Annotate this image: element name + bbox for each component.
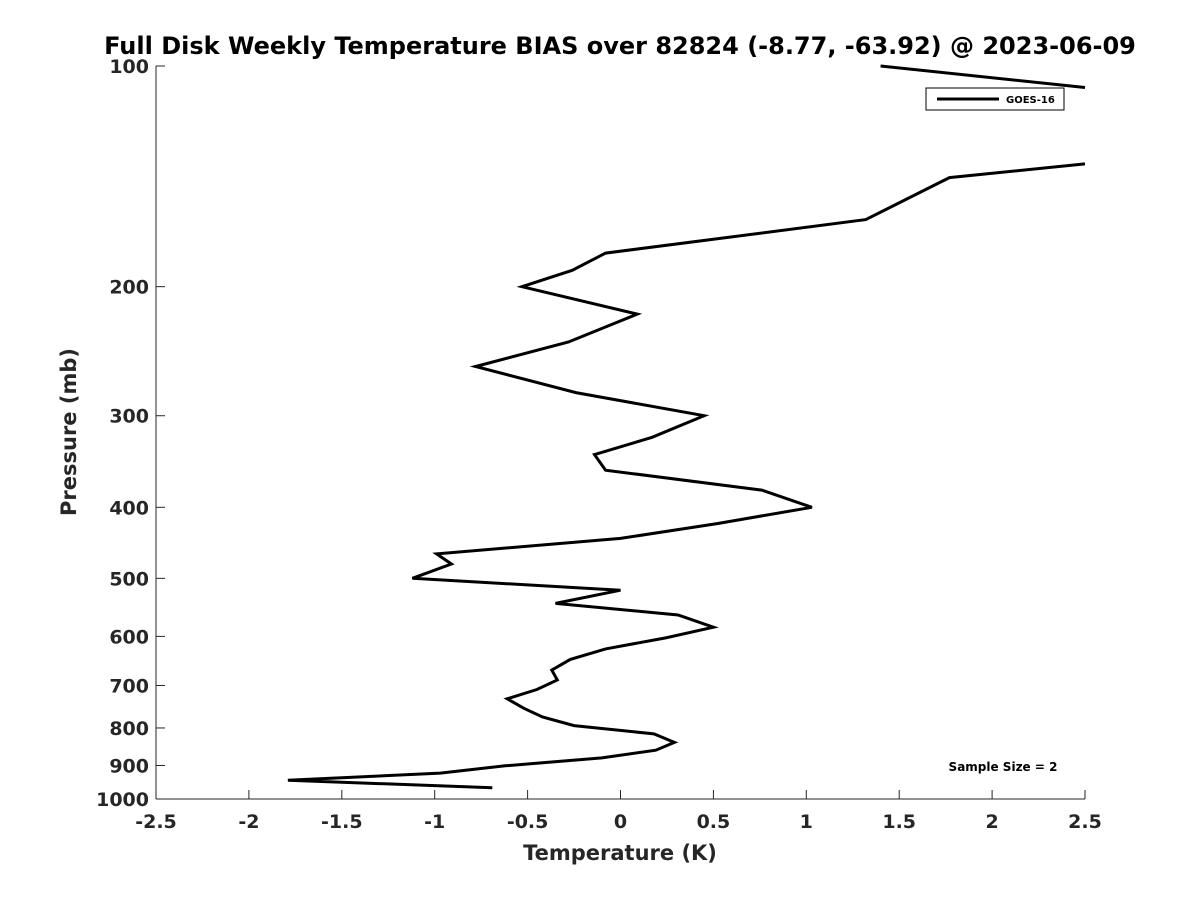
y-tick-label: 600 xyxy=(109,626,149,648)
series-line-goes-16 xyxy=(287,162,1086,790)
y-tick-label: 200 xyxy=(109,277,149,299)
x-tick-label: 0.5 xyxy=(697,811,731,833)
x-tick-label: -2.5 xyxy=(135,811,177,833)
plot-area xyxy=(287,64,1086,790)
x-tick-label: 0 xyxy=(614,811,627,833)
x-tick-label: 1 xyxy=(800,811,813,833)
x-tick-label: -1 xyxy=(424,811,445,833)
series-line-goes-16 xyxy=(880,64,1086,89)
x-tick-label: -0.5 xyxy=(507,811,549,833)
chart-title: Full Disk Weekly Temperature BIAS over 8… xyxy=(104,32,1136,60)
y-tick-label: 400 xyxy=(109,497,149,519)
x-tick-label: 2.5 xyxy=(1068,811,1102,833)
legend: GOES-16 xyxy=(925,87,1065,111)
legend-label-goes-16: GOES-16 xyxy=(1006,95,1055,106)
x-axis-label: Temperature (K) xyxy=(523,841,717,865)
y-axis-ticks: 100 200 300 400 500 600 700 800 900 1000 xyxy=(96,56,165,811)
x-tick-label: 2 xyxy=(985,811,998,833)
x-tick-label: -1.5 xyxy=(321,811,363,833)
x-tick-label: 1.5 xyxy=(882,811,916,833)
sample-size-annotation: Sample Size = 2 xyxy=(949,760,1058,774)
x-tick-label: -2 xyxy=(238,811,259,833)
x-axis-ticks: -2.5 -2 -1.5 -1 -0.5 0 0.5 1 1.5 2 2.5 xyxy=(135,790,1102,833)
y-tick-label: 700 xyxy=(109,675,149,697)
y-tick-label: 900 xyxy=(109,755,149,777)
y-axis-label: Pressure (mb) xyxy=(57,348,81,516)
y-tick-label: 800 xyxy=(109,718,149,740)
y-tick-label: 300 xyxy=(109,406,149,428)
y-tick-label: 100 xyxy=(109,56,149,78)
y-tick-label: 500 xyxy=(109,568,149,590)
y-tick-label: 1000 xyxy=(96,789,149,811)
